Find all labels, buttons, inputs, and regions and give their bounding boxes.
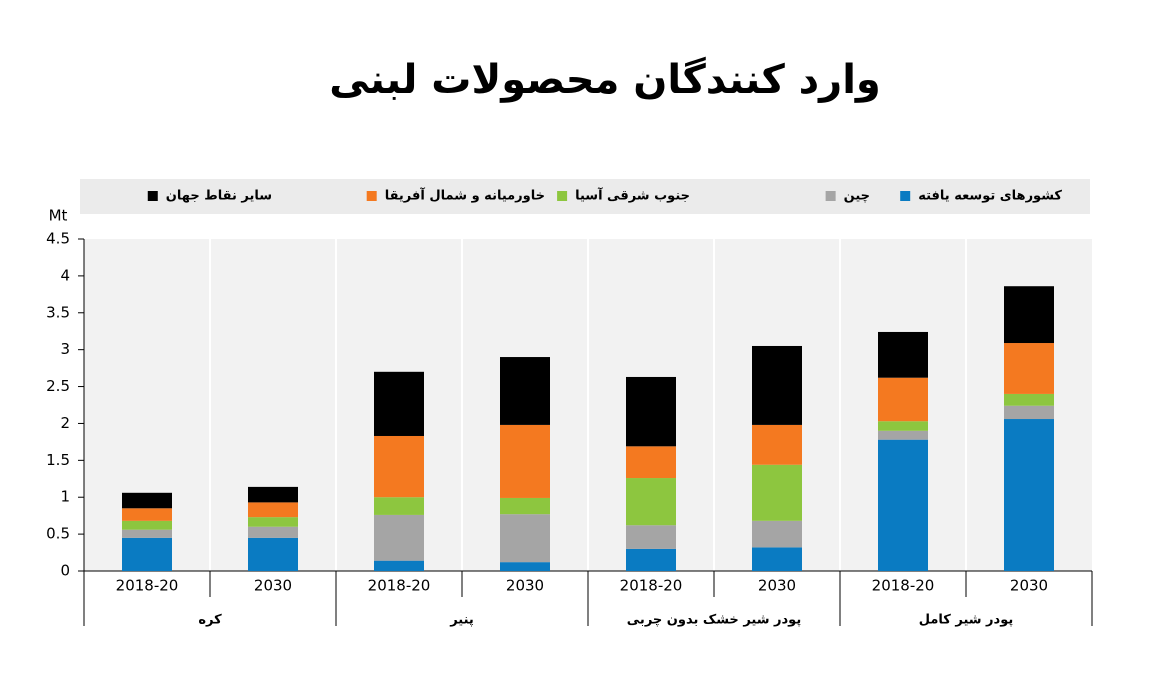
x-tick-label: 2018-20 — [872, 577, 935, 595]
bar-segment — [626, 478, 676, 526]
y-tick-label: 1 — [60, 488, 70, 506]
legend-label: جنوب شرقی آسیا — [575, 187, 690, 204]
bar-segment — [878, 377, 928, 422]
bar-segment — [1004, 419, 1054, 571]
bar-segment — [374, 560, 424, 571]
bar-segment — [122, 529, 172, 538]
legend-swatch — [147, 191, 158, 201]
legend-box — [80, 179, 1090, 214]
bar-segment — [248, 526, 298, 538]
bar-segment — [248, 537, 298, 571]
x-tick-label: 2030 — [1010, 577, 1048, 595]
bar-segment — [626, 446, 676, 479]
y-tick-label: 0 — [60, 562, 70, 580]
y-tick-label: 4 — [60, 266, 70, 284]
bar-segment — [500, 424, 550, 498]
y-tick-label: 3.5 — [46, 303, 70, 321]
y-unit: Mt — [49, 207, 68, 225]
legend-label: خاورمیانه و شمال آفریقا — [385, 187, 545, 204]
bar-segment — [752, 520, 802, 548]
bar-segment — [752, 424, 802, 465]
y-tick-label: 0.5 — [46, 525, 70, 543]
bar-segment — [248, 502, 298, 518]
bar-segment — [374, 514, 424, 561]
bar-segment — [500, 497, 550, 515]
legend-label: کشورهای توسعه یافته — [918, 189, 1062, 204]
bar-segment — [752, 547, 802, 571]
bar-segment — [374, 371, 424, 436]
chart-title: وارد کنندگان محصولات لبنی — [329, 56, 881, 103]
y-tick-label: 3 — [60, 340, 70, 358]
bar-segment — [878, 430, 928, 440]
y-tick-label: 2.5 — [46, 377, 70, 395]
legend-swatch — [557, 191, 568, 201]
bar-segment — [374, 497, 424, 515]
bar-segment — [878, 331, 928, 378]
x-tick-label: 2030 — [254, 577, 292, 595]
bar-segment — [500, 514, 550, 563]
bar-segment — [248, 517, 298, 527]
bar-segment — [1004, 343, 1054, 394]
y-tick-label: 1.5 — [46, 451, 70, 469]
x-tick-label: 2018-20 — [116, 577, 179, 595]
x-tick-label: 2018-20 — [368, 577, 431, 595]
group-label: کره — [198, 613, 222, 628]
bar-segment — [626, 548, 676, 571]
group-label: پودر شیر خشک بدون چربی — [627, 613, 801, 628]
bar-segment — [500, 562, 550, 571]
bar-segment — [122, 508, 172, 521]
bar-segment — [374, 435, 424, 498]
bar-segment — [626, 376, 676, 447]
bar-segment — [122, 537, 172, 571]
bar-segment — [752, 464, 802, 521]
legend-label: چین — [844, 189, 870, 204]
bar-segment — [752, 345, 802, 425]
legend-swatch — [900, 191, 911, 201]
y-tick-label: 4.5 — [46, 230, 70, 248]
bar-segment — [1004, 393, 1054, 406]
bar-segment — [626, 525, 676, 549]
y-tick-label: 2 — [60, 414, 70, 432]
x-tick-label: 2030 — [506, 577, 544, 595]
x-tick-label: 2018-20 — [620, 577, 683, 595]
bar-segment — [122, 492, 172, 509]
legend-swatch — [825, 191, 836, 201]
x-tick-label: 2030 — [758, 577, 796, 595]
bar-segment — [500, 357, 550, 425]
bar-segment — [1004, 286, 1054, 344]
legend-swatch — [366, 191, 377, 201]
bar-segment — [248, 486, 298, 503]
bar-segment — [878, 421, 928, 431]
bar-segment — [878, 439, 928, 571]
bar-segment — [1004, 405, 1054, 420]
bar-segment — [122, 520, 172, 530]
group-label: پودر شیر کامل — [919, 613, 1014, 628]
group-label: پنیر — [449, 613, 474, 628]
legend-label: سایر نقاط جهان — [166, 189, 272, 204]
